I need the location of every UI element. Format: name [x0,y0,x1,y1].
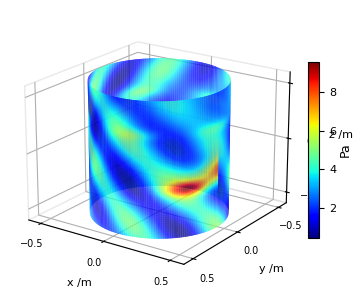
Y-axis label: Pa: Pa [339,142,352,158]
Y-axis label: y /m: y /m [259,264,284,274]
X-axis label: x /m: x /m [67,278,92,288]
